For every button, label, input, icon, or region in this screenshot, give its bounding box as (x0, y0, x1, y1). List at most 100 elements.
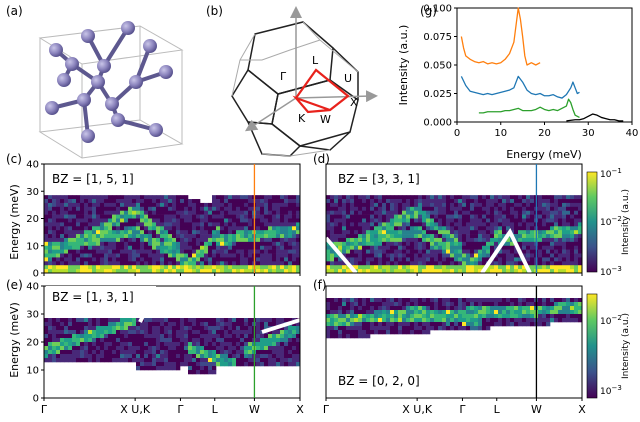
heatmap-cell (168, 265, 173, 270)
heatmap-cell (570, 306, 575, 311)
heatmap-cell (558, 314, 563, 319)
heatmap-cell (574, 199, 579, 204)
heatmap-cell (338, 261, 343, 266)
heatmap-cell (184, 358, 189, 363)
heatmap-cell (354, 237, 359, 243)
heatmap-cell (180, 346, 185, 351)
heatmap-cell (578, 202, 583, 208)
heatmap-cell (518, 245, 523, 250)
heatmap-cell (354, 318, 359, 323)
heatmap-cell (120, 237, 125, 243)
heatmap-cell (338, 269, 343, 274)
heatmap-cell (192, 218, 197, 223)
heatmap-cell (80, 195, 85, 200)
heatmap-cell (144, 269, 149, 274)
heatmap-cell (518, 226, 523, 231)
heatmap-cell (382, 202, 387, 208)
heatmap-cell (104, 330, 109, 335)
heatmap-cell (64, 195, 69, 200)
heatmap-cell (172, 199, 177, 204)
heatmap-cell (382, 230, 387, 235)
heatmap-cell (68, 269, 73, 274)
heatmap-cell (220, 241, 225, 247)
heatmap-cell (558, 195, 563, 200)
heatmap-cell (188, 269, 193, 274)
heatmap-cell (402, 253, 407, 258)
heatmap-cell (378, 226, 383, 231)
heatmap-cell (160, 210, 165, 215)
heatmap-cell (462, 245, 467, 250)
heatmap-cell (442, 210, 447, 215)
heatmap-cell (248, 326, 253, 331)
heatmap-cell (502, 310, 507, 315)
heatmap-cell (378, 199, 383, 204)
heatmap-cell (522, 269, 527, 274)
heatmap-cell (296, 230, 301, 235)
heatmap-cell (92, 354, 97, 359)
heatmap-cell (522, 234, 527, 239)
heatmap-cell (104, 249, 109, 254)
heatmap-cell (112, 218, 117, 223)
heatmap-cell (148, 237, 153, 243)
atom (121, 21, 135, 35)
heatmap-cell (180, 350, 185, 355)
heatmap-cell (498, 199, 503, 204)
heatmap-cell (48, 249, 53, 254)
heatmap-cell (60, 249, 65, 254)
heatmap-cell (144, 358, 149, 363)
heatmap-cell (104, 195, 109, 200)
heatmap-cell (334, 269, 339, 274)
heatmap-cell (522, 222, 527, 227)
heatmap-cell (410, 310, 415, 315)
heatmap-cell (358, 334, 363, 339)
heatmap-cell (192, 226, 197, 231)
heatmap-cell (292, 322, 297, 327)
heatmap-cell (156, 249, 161, 254)
heatmap-cell (140, 222, 145, 227)
heatmap-cell (378, 230, 383, 235)
heatmap-cell (342, 237, 347, 243)
heatmap-cell (228, 206, 233, 212)
heatmap-cell (338, 318, 343, 323)
heatmap-cell (378, 234, 383, 239)
heatmap-cell (570, 318, 575, 323)
heatmap-cell (390, 226, 395, 231)
heatmap-cell (280, 358, 285, 363)
heatmap-cell (120, 202, 125, 208)
heatmap-cell (160, 330, 165, 335)
heatmap-cell (140, 265, 145, 270)
heatmap-cell (112, 346, 117, 351)
heatmap-cell (272, 342, 277, 347)
heatmap-cell (124, 346, 129, 351)
heatmap-cell (378, 330, 383, 335)
heatmap-cell (346, 234, 351, 239)
heatmap-cell (256, 230, 261, 235)
heatmap-cell (366, 214, 371, 219)
heatmap-cell (546, 306, 551, 311)
heatmap-cell (92, 249, 97, 254)
atom (129, 75, 143, 89)
heatmap-cell (390, 298, 395, 303)
heatmap-cell (566, 218, 571, 223)
heatmap-cell (144, 326, 149, 331)
heatmap-cell (578, 249, 583, 254)
heatmap-cell (260, 354, 265, 359)
heatmap-cell (410, 318, 415, 323)
heatmap-cell (498, 314, 503, 319)
heatmap-cell (346, 230, 351, 235)
heatmap-cell (264, 230, 269, 235)
heatmap-cell (562, 199, 567, 204)
heatmap-cell (212, 222, 217, 227)
heatmap-cell (470, 249, 475, 254)
heatmap-cell (44, 234, 49, 239)
heatmap-cell (264, 326, 269, 331)
heatmap-cell (172, 253, 177, 258)
heatmap-cell (490, 261, 495, 266)
heatmap-cell (236, 241, 241, 247)
heatmap-cell (482, 222, 487, 227)
heatmap-cell (180, 269, 185, 274)
heatmap-cell (232, 362, 237, 367)
heatmap-cell (200, 218, 205, 223)
heatmap-cell (284, 338, 289, 343)
heatmap-cell (176, 342, 181, 347)
